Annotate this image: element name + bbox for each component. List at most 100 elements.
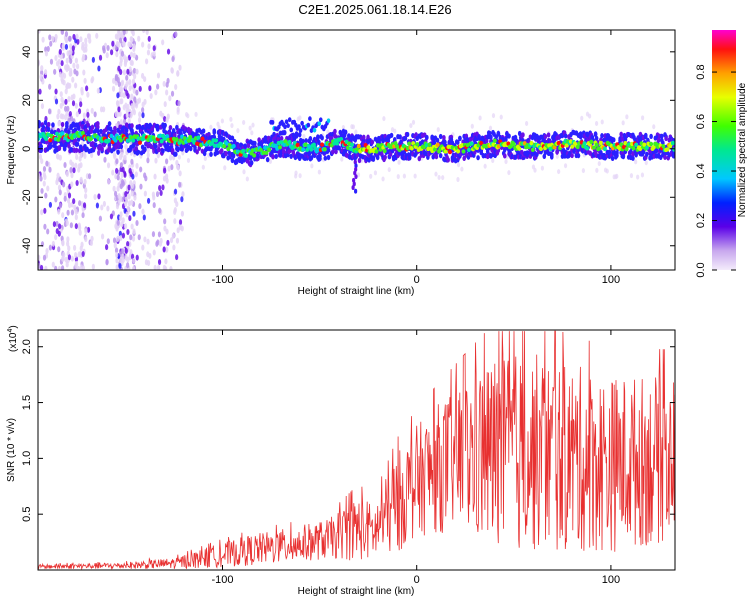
heatmap-cell <box>455 139 460 145</box>
heatmap-cell <box>46 228 50 235</box>
heatmap-cell <box>163 101 167 108</box>
heatmap-cell <box>308 116 312 122</box>
snr-xtick-label: 100 <box>602 574 620 586</box>
heatmap-cell <box>614 174 618 180</box>
heatmap-cell <box>620 136 625 142</box>
heatmap-cell <box>83 178 87 185</box>
heatmap-cell <box>106 162 111 169</box>
heatmap-cell <box>58 202 63 209</box>
heatmap-cell <box>323 155 328 161</box>
heatmap-cell <box>350 142 355 147</box>
heatmap-cell <box>146 260 151 267</box>
heatmap-cell <box>138 111 142 118</box>
spectrogram-ytick-label: 0 <box>21 146 33 152</box>
heatmap-cell <box>265 157 270 163</box>
heatmap-cell <box>72 198 76 205</box>
heatmap-cell <box>489 134 493 140</box>
heatmap-cell <box>38 254 41 261</box>
heatmap-cell <box>125 74 129 81</box>
heatmap-cell <box>656 137 661 143</box>
heatmap-cell <box>134 146 139 152</box>
heatmap-cell <box>538 146 543 152</box>
heatmap-cell <box>356 143 361 149</box>
heatmap-cell <box>58 189 62 196</box>
heatmap-cell <box>530 147 535 153</box>
heatmap-cell <box>113 125 117 132</box>
heatmap-cell <box>289 127 294 133</box>
heatmap-cell <box>176 70 180 77</box>
heatmap-cell <box>143 76 147 83</box>
heatmap-cell <box>641 149 646 155</box>
heatmap-cell <box>49 143 53 149</box>
heatmap-cell <box>120 50 125 57</box>
heatmap-cell <box>57 230 61 237</box>
heatmap-cell <box>597 161 601 167</box>
heatmap-cell <box>631 155 635 161</box>
heatmap-cell <box>152 249 156 256</box>
heatmap-cell <box>563 133 568 139</box>
heatmap-cell <box>649 133 653 139</box>
heatmap-cell <box>123 154 127 161</box>
heatmap-cell <box>65 170 69 177</box>
heatmap-cell <box>119 214 123 221</box>
heatmap-cell <box>137 140 142 145</box>
heatmap-cell <box>107 142 112 148</box>
heatmap-cell <box>54 196 58 203</box>
heatmap-cell <box>178 219 183 226</box>
heatmap-cell <box>126 256 130 263</box>
heatmap-cell <box>90 107 94 114</box>
colorbar-tick-label: 0.8 <box>695 64 707 79</box>
heatmap-cell <box>90 151 94 158</box>
heatmap-cell <box>659 133 664 139</box>
heatmap-cell <box>105 244 109 251</box>
spectrogram-ytick-label: -40 <box>21 238 33 254</box>
heatmap-cell <box>461 149 466 154</box>
heatmap-cell <box>96 124 100 130</box>
spectrogram-ticks: -100 0 100 -40 -20 0 20 40 <box>21 30 675 286</box>
heatmap-cell <box>312 127 317 133</box>
heatmap-cell <box>81 250 85 257</box>
heatmap-cell <box>49 40 53 47</box>
heatmap-cell <box>624 146 629 152</box>
snr-xlabel: Height of straight line (km) <box>298 586 415 597</box>
heatmap-cell <box>146 152 150 159</box>
heatmap-cell <box>67 35 72 42</box>
heatmap-cell <box>86 111 90 118</box>
chart-title: C2E1.2025.061.18.14.E26 <box>298 2 452 17</box>
heatmap-cell <box>664 135 668 142</box>
heatmap-cell <box>65 63 69 70</box>
heatmap-cell <box>442 135 446 141</box>
heatmap-cell <box>231 143 236 149</box>
spectrogram-xlabel: Height of straight line (km) <box>298 286 415 297</box>
heatmap-cell <box>491 158 495 164</box>
heatmap-cell <box>341 124 345 130</box>
heatmap-cell <box>163 116 167 123</box>
heatmap-cell <box>106 138 111 143</box>
heatmap-cell <box>44 136 49 142</box>
heatmap-cell <box>57 184 62 191</box>
heatmap-cell <box>93 111 97 118</box>
heatmap-cell <box>543 133 548 140</box>
heatmap-cell <box>243 153 248 158</box>
heatmap-cell <box>41 78 45 85</box>
heatmap-cell <box>101 233 105 240</box>
heatmap-cell <box>67 129 71 135</box>
heatmap-cell <box>122 104 126 111</box>
heatmap-cell <box>128 167 132 174</box>
heatmap-cell <box>141 41 145 48</box>
heatmap-cell <box>131 138 136 143</box>
heatmap-cell <box>316 134 320 140</box>
snr-xtick-label: -100 <box>211 574 233 586</box>
heatmap-cell <box>130 123 134 129</box>
heatmap-cell <box>155 123 160 130</box>
heatmap-cell <box>649 141 654 147</box>
heatmap-cell <box>161 148 165 154</box>
heatmap-cell <box>168 95 172 102</box>
heatmap-cell <box>52 221 57 228</box>
heatmap-cell <box>173 188 178 195</box>
heatmap-cell <box>117 106 121 113</box>
heatmap-cell <box>224 150 228 157</box>
heatmap-cell <box>354 129 358 135</box>
heatmap-cell <box>432 147 437 152</box>
heatmap-cell <box>100 204 104 211</box>
